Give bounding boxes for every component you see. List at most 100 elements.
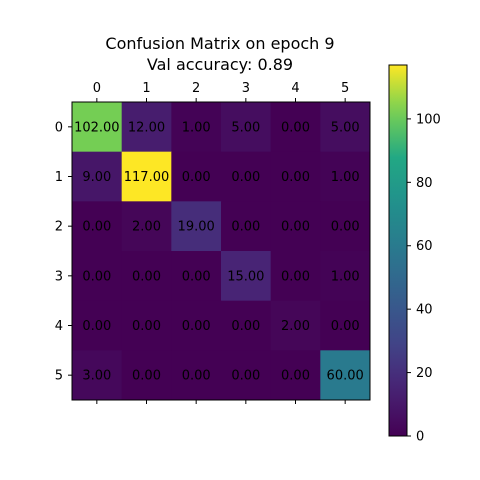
- cell-value-label: 117.00: [124, 170, 170, 185]
- colorbar-tick-label: 0: [416, 430, 424, 445]
- x-tick-label: 3: [242, 81, 250, 96]
- heatmap-cell: [320, 350, 371, 401]
- cell-value-label: 0.00: [281, 220, 310, 235]
- cell-value-label: 0.00: [281, 170, 310, 185]
- colorbar-gradient: [388, 64, 408, 437]
- cell-value-label: 5.00: [231, 120, 260, 135]
- heatmap-cell: [171, 201, 222, 252]
- heatmap-cell: [270, 350, 321, 401]
- cell-value-label: 3.00: [82, 369, 111, 384]
- y-tick-label: 4: [55, 319, 63, 334]
- cell-value-label: 19.00: [178, 220, 215, 235]
- cell-value-label: 0.00: [82, 319, 111, 334]
- heatmap-cell: [270, 300, 321, 351]
- heatmap-cell: [72, 201, 123, 252]
- cell-value-label: 1.00: [182, 120, 211, 135]
- cell-value-label: 1.00: [331, 269, 360, 284]
- heatmap-cell: [121, 251, 172, 302]
- y-axis: 0 1 2 3 4 5: [55, 120, 72, 384]
- colorbar-tick-label: 20: [416, 366, 433, 381]
- cell-value-label: 60.00: [327, 369, 364, 384]
- cell-value-label: 1.00: [331, 170, 360, 185]
- y-tick-label: 2: [55, 220, 63, 235]
- x-axis: 0 1 2 3 4 5: [93, 81, 349, 404]
- x-tick-label: 0: [93, 81, 101, 96]
- cell-value-label: 0.00: [132, 269, 161, 284]
- heatmap-cell: [221, 251, 272, 302]
- heatmap-cell: [221, 300, 272, 351]
- heatmap-cell: [121, 102, 172, 153]
- heatmap-cell: [121, 151, 172, 202]
- cell-value-label: 0.00: [231, 170, 260, 185]
- heatmap-cell: [72, 350, 123, 401]
- heatmap-cell: [270, 102, 321, 153]
- heatmap-cell: [320, 300, 371, 351]
- cell-value-label: 0.00: [281, 369, 310, 384]
- cell-value-label: 0.00: [182, 269, 211, 284]
- cell-value-label: 0.00: [82, 269, 111, 284]
- heatmap-cell: [270, 251, 321, 302]
- cell-value-label: 0.00: [82, 220, 111, 235]
- cell-value-label: 102.00: [74, 120, 120, 135]
- colorbar-tick-label: 60: [416, 239, 433, 254]
- cell-value-label: 0.00: [182, 170, 211, 185]
- cell-value-label: 5.00: [331, 120, 360, 135]
- y-tick-label: 3: [55, 269, 63, 284]
- heatmap-cell: [320, 102, 371, 153]
- y-tick-label: 5: [55, 369, 63, 384]
- cell-value-label: 0.00: [182, 369, 211, 384]
- cell-value-label: 0.00: [331, 319, 360, 334]
- cell-value-label: 0.00: [132, 369, 161, 384]
- cell-value-label: 0.00: [231, 319, 260, 334]
- cell-value-label: 2.00: [132, 220, 161, 235]
- cell-value-label: 0.00: [231, 220, 260, 235]
- cell-value-label: 0.00: [182, 319, 211, 334]
- heatmap-cell: [320, 251, 371, 302]
- heatmap-cell: [72, 251, 123, 302]
- cell-value-label: 0.00: [331, 220, 360, 235]
- colorbar-tick-label: 40: [416, 303, 433, 318]
- heatmap-cell: [121, 201, 172, 252]
- heatmap-cell: [72, 102, 123, 153]
- colorbar: 0 20 40 60 80 100: [388, 64, 441, 445]
- heatmap-cell: [221, 102, 272, 153]
- chart-title: Confusion Matrix on epoch 9: [105, 34, 334, 53]
- heatmap-cell: [221, 201, 272, 252]
- heatmap-cell: [72, 151, 123, 202]
- heatmap-cell-labels: 102.00 12.00 1.00 5.00 0.00 5.00 9.00 117.00 0.0…: [74, 120, 364, 383]
- y-tick-label: 1: [55, 170, 63, 185]
- heatmap-cell: [72, 300, 123, 351]
- plot-frame: [71, 101, 371, 401]
- cell-value-label: 9.00: [82, 170, 111, 185]
- cell-value-label: 15.00: [227, 269, 264, 284]
- heatmap-cell: [320, 151, 371, 202]
- heatmap-cell: [171, 151, 222, 202]
- cell-value-label: 0.00: [132, 319, 161, 334]
- heatmap-cell: [221, 350, 272, 401]
- heatmap-cell: [171, 102, 222, 153]
- x-tick-label: 4: [291, 81, 299, 96]
- x-tick-label: 2: [192, 81, 200, 96]
- chart-subtitle: Val accuracy: 0.89: [147, 55, 293, 74]
- heatmap-cell: [270, 151, 321, 202]
- heatmap-cell: [171, 251, 222, 302]
- heatmap-cell: [121, 300, 172, 351]
- y-tick-label: 0: [55, 120, 63, 135]
- heatmap-cell: [171, 300, 222, 351]
- x-tick-label: 1: [142, 81, 150, 96]
- cell-value-label: 0.00: [281, 269, 310, 284]
- heatmap-cell: [221, 151, 272, 202]
- x-tick-label: 5: [341, 81, 349, 96]
- cell-value-label: 2.00: [281, 319, 310, 334]
- heatmap-cells: [72, 102, 371, 401]
- cell-value-label: 0.00: [281, 120, 310, 135]
- cell-value-label: 0.00: [231, 369, 260, 384]
- cell-value-label: 12.00: [128, 120, 165, 135]
- heatmap-cell: [270, 201, 321, 252]
- heatmap-cell: [171, 350, 222, 401]
- colorbar-tick-label: 80: [416, 176, 433, 191]
- heatmap-cell: [320, 201, 371, 252]
- heatmap-cell: [121, 350, 172, 401]
